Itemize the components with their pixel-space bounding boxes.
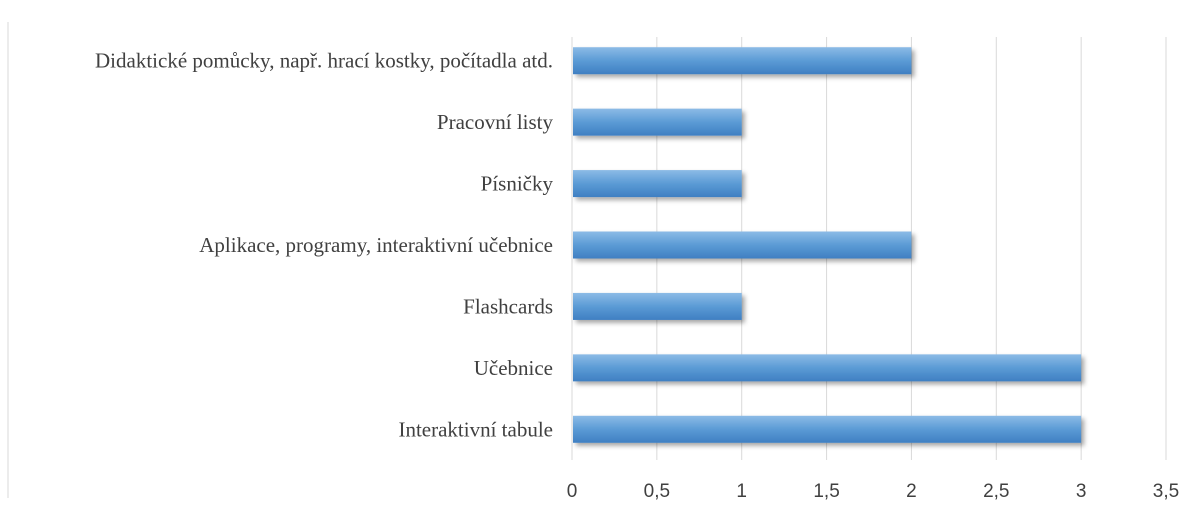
bar bbox=[573, 108, 742, 136]
category-labels: Interaktivní tabule Učebnice Flashcards Apl… bbox=[95, 49, 553, 442]
category-label: Pracovní listy bbox=[437, 110, 554, 134]
bar bbox=[573, 47, 912, 75]
category-label: Flashcards bbox=[463, 294, 553, 318]
category-label: Písničky bbox=[481, 172, 554, 196]
x-tick-label: 1,5 bbox=[813, 481, 839, 502]
x-axis-tick-labels: 0 0,5 1 1,5 2 2,5 3 3,5 bbox=[567, 481, 1180, 502]
bar bbox=[573, 292, 742, 320]
x-tick-label: 1 bbox=[736, 481, 747, 502]
category-label: Didaktické pomůcky, např. hrací kostky, … bbox=[95, 49, 553, 73]
x-tick-label: 3,5 bbox=[1153, 481, 1179, 502]
bar bbox=[573, 231, 912, 259]
category-label: Aplikace, programy, interaktivní učebnic… bbox=[199, 233, 553, 257]
x-tick-label: 0,5 bbox=[644, 481, 670, 502]
x-tick-label: 2 bbox=[906, 481, 917, 502]
x-tick-label: 0 bbox=[567, 481, 578, 502]
category-label: Učebnice bbox=[474, 356, 553, 380]
x-tick-label: 3 bbox=[1076, 481, 1087, 502]
bar bbox=[573, 170, 742, 198]
category-label: Interaktivní tabule bbox=[398, 417, 553, 441]
bar bbox=[573, 415, 1082, 443]
bar bbox=[573, 354, 1082, 382]
bars bbox=[573, 47, 1082, 443]
x-tick-label: 2,5 bbox=[983, 481, 1009, 502]
